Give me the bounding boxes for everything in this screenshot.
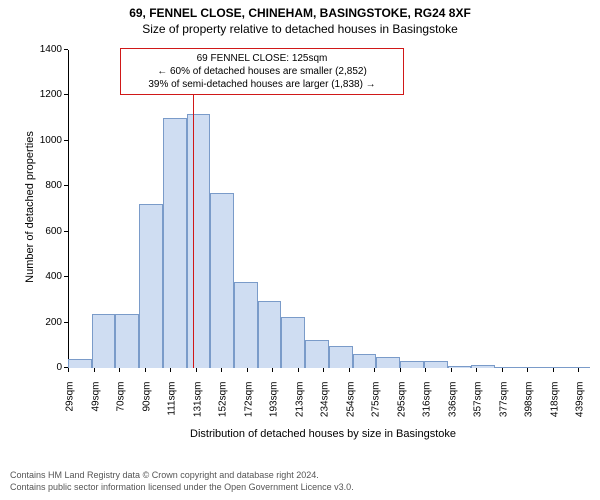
x-tick bbox=[400, 368, 401, 372]
x-tick bbox=[247, 368, 248, 372]
footer-text: Contains HM Land Registry data © Crown c… bbox=[10, 470, 354, 493]
x-tick bbox=[145, 368, 146, 372]
histogram-bar bbox=[305, 340, 329, 368]
annotation-line1: 69 FENNEL CLOSE: 125sqm bbox=[127, 52, 397, 65]
histogram-bar bbox=[258, 301, 282, 368]
x-tick-label: 29sqm bbox=[65, 382, 76, 432]
x-tick-label: 316sqm bbox=[422, 382, 433, 432]
histogram-bar bbox=[68, 359, 92, 368]
x-tick-label: 377sqm bbox=[498, 382, 509, 432]
x-tick-label: 234sqm bbox=[320, 382, 331, 432]
histogram-bar bbox=[329, 346, 353, 368]
y-tick-label: 400 bbox=[22, 271, 62, 282]
histogram-bar bbox=[542, 367, 566, 368]
y-tick-label: 600 bbox=[22, 226, 62, 237]
x-tick-label: 213sqm bbox=[294, 382, 305, 432]
histogram-bar bbox=[519, 367, 543, 368]
x-tick bbox=[68, 368, 69, 372]
y-tick-label: 200 bbox=[22, 317, 62, 328]
x-tick bbox=[553, 368, 554, 372]
histogram-bar bbox=[92, 314, 116, 369]
x-tick bbox=[221, 368, 222, 372]
x-tick bbox=[374, 368, 375, 372]
chart-container: 69, FENNEL CLOSE, CHINEHAM, BASINGSTOKE,… bbox=[0, 0, 600, 500]
y-tick bbox=[64, 322, 68, 323]
annotation-line2: ← 60% of detached houses are smaller (2,… bbox=[127, 65, 397, 78]
x-tick bbox=[502, 368, 503, 372]
y-tick-label: 1400 bbox=[22, 44, 62, 55]
plot-area bbox=[68, 50, 578, 368]
x-tick bbox=[196, 368, 197, 372]
x-tick bbox=[170, 368, 171, 372]
histogram-bar bbox=[424, 361, 448, 368]
y-tick bbox=[64, 231, 68, 232]
y-tick bbox=[64, 140, 68, 141]
histogram-bar bbox=[495, 367, 519, 368]
y-tick-label: 1200 bbox=[22, 89, 62, 100]
x-tick-label: 172sqm bbox=[243, 382, 254, 432]
histogram-bar bbox=[400, 361, 424, 368]
y-tick bbox=[64, 276, 68, 277]
x-tick-label: 70sqm bbox=[116, 382, 127, 432]
chart-title-main: 69, FENNEL CLOSE, CHINEHAM, BASINGSTOKE,… bbox=[0, 0, 600, 20]
histogram-bar bbox=[281, 317, 305, 368]
x-tick bbox=[119, 368, 120, 372]
chart-title-sub: Size of property relative to detached ho… bbox=[0, 20, 600, 36]
x-tick bbox=[323, 368, 324, 372]
x-tick-label: 418sqm bbox=[549, 382, 560, 432]
annotation-box: 69 FENNEL CLOSE: 125sqm ← 60% of detache… bbox=[120, 48, 404, 95]
x-tick-label: 439sqm bbox=[575, 382, 586, 432]
x-tick-label: 131sqm bbox=[192, 382, 203, 432]
footer-line1: Contains HM Land Registry data © Crown c… bbox=[10, 470, 354, 482]
x-tick-label: 295sqm bbox=[396, 382, 407, 432]
footer-line2: Contains public sector information licen… bbox=[10, 482, 354, 494]
y-tick bbox=[64, 94, 68, 95]
x-tick bbox=[349, 368, 350, 372]
x-tick bbox=[272, 368, 273, 372]
histogram-bar bbox=[471, 365, 495, 368]
y-axis-line bbox=[68, 50, 69, 368]
annotation-line3: 39% of semi-detached houses are larger (… bbox=[127, 78, 397, 91]
x-tick bbox=[425, 368, 426, 372]
x-tick bbox=[94, 368, 95, 372]
histogram-bar bbox=[115, 314, 139, 369]
y-tick-label: 800 bbox=[22, 180, 62, 191]
y-tick-label: 1000 bbox=[22, 135, 62, 146]
x-tick bbox=[298, 368, 299, 372]
histogram-bar bbox=[353, 354, 377, 368]
y-tick bbox=[64, 49, 68, 50]
histogram-bar bbox=[234, 282, 258, 368]
histogram-bar bbox=[139, 204, 163, 368]
x-tick-label: 152sqm bbox=[218, 382, 229, 432]
histogram-bar bbox=[187, 114, 211, 368]
y-tick-label: 0 bbox=[22, 362, 62, 373]
x-tick bbox=[476, 368, 477, 372]
x-tick-label: 254sqm bbox=[345, 382, 356, 432]
x-tick bbox=[578, 368, 579, 372]
x-tick-label: 336sqm bbox=[447, 382, 458, 432]
x-tick-label: 398sqm bbox=[524, 382, 535, 432]
x-tick bbox=[527, 368, 528, 372]
histogram-bar bbox=[163, 118, 187, 368]
x-tick-label: 275sqm bbox=[371, 382, 382, 432]
histogram-bar bbox=[376, 357, 400, 368]
x-tick-label: 111sqm bbox=[167, 382, 178, 432]
x-tick-label: 90sqm bbox=[141, 382, 152, 432]
x-tick-label: 357sqm bbox=[473, 382, 484, 432]
reference-line bbox=[193, 50, 194, 368]
x-tick-label: 193sqm bbox=[269, 382, 280, 432]
x-tick bbox=[451, 368, 452, 372]
x-tick-label: 49sqm bbox=[90, 382, 101, 432]
y-tick bbox=[64, 185, 68, 186]
histogram-bar bbox=[210, 193, 234, 368]
